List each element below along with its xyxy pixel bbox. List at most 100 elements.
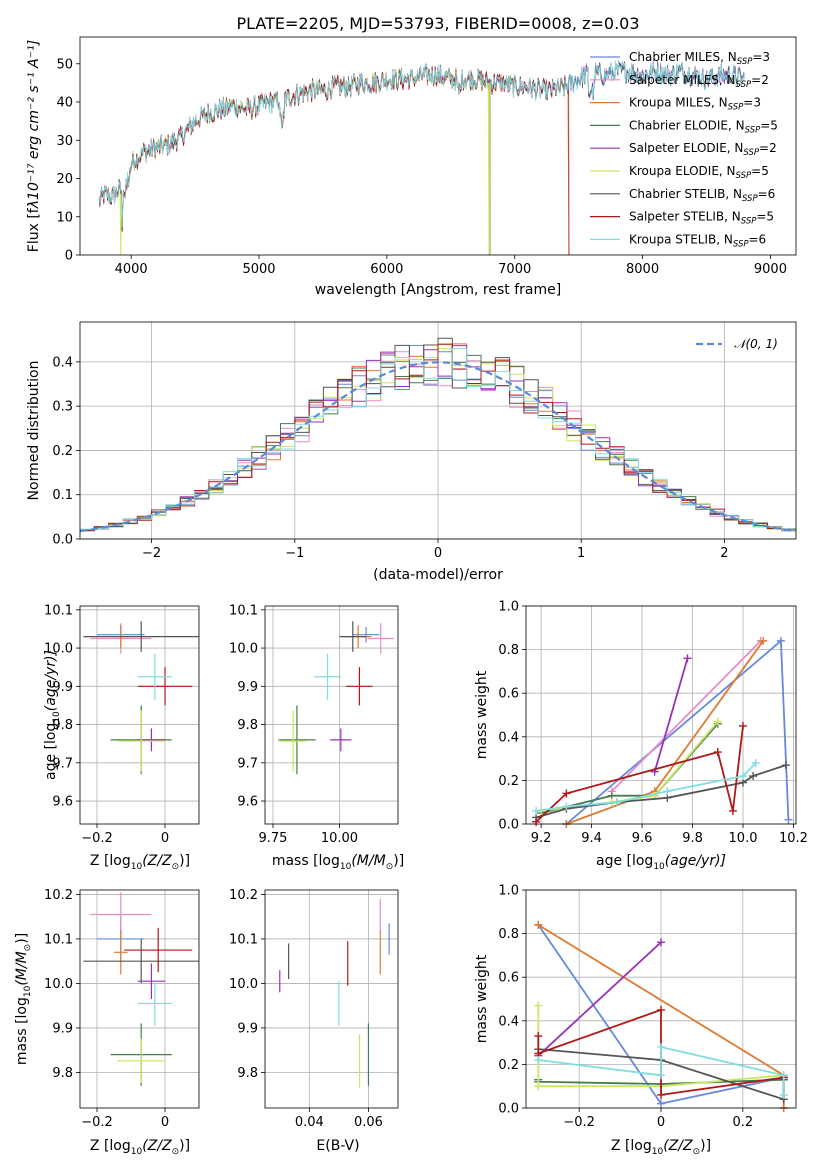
weight-lines: [532, 636, 793, 828]
y-tick-label: 0.6: [498, 687, 519, 702]
y-tick-label: 10.2: [44, 888, 73, 903]
y-tick-label: 9.8: [237, 718, 258, 733]
weight-marker: [657, 1071, 665, 1080]
x-tick-label: 8000: [626, 262, 659, 277]
errorbars: [279, 898, 390, 1088]
legend-label: Salpeter ELODIE, NSSP=2: [629, 141, 777, 158]
y-tick-label: 0.0: [498, 818, 519, 833]
y-tick-label: 0.2: [52, 444, 73, 459]
weight-marker: [657, 1005, 665, 1014]
x-tick-label: 9.2: [531, 831, 552, 846]
mass-vs-ebv-panel: 0.04 0.06 9.8 9.9 10.0 10.1 10.2 E(B-V): [229, 888, 399, 1154]
x-tick-label: 9.6: [632, 831, 653, 846]
histogram-kroupa-stelib: [80, 348, 796, 532]
x-tick-label: 9.4: [581, 831, 602, 846]
y-tick-label: 40: [56, 96, 73, 111]
y-tick-label: 9.9: [237, 1021, 258, 1036]
y-axis-label: mass [log10(M/M⊙)]: [14, 933, 33, 1065]
weight-vs-age-panel: 9.2 9.4 9.6 9.8 10.0 10.2 0.0 0.2 0.4 0.6 0.8 1.0 ag…: [474, 600, 808, 873]
histogram-bars: [80, 337, 796, 534]
legend-label: 𝒩(0, 1): [734, 337, 778, 351]
y-tick-label: 0.4: [498, 730, 519, 745]
axes-frame: [525, 889, 797, 1109]
weight-marker: [657, 1090, 665, 1099]
x-tick-label: −0.2: [81, 831, 113, 846]
y-tick-label: 9.8: [52, 718, 73, 733]
axes-frame: [79, 321, 797, 540]
y-axis-label: age [log10(age/yr)]: [43, 650, 62, 780]
weight-marker: [532, 817, 541, 826]
weight-marker: [612, 798, 621, 807]
spectrum-lines: [98, 60, 745, 255]
x-axis-label: age [log10(age/yr)]: [596, 853, 726, 872]
spectrum-line-kroupa-miles: [98, 62, 570, 255]
y-tick-label: 9.8: [52, 1066, 73, 1081]
y-tick-label: 9.7: [52, 756, 73, 771]
x-tick-label: 9000: [754, 262, 787, 277]
weight-marker: [713, 717, 722, 726]
weight-line-salpeter-miles: [611, 640, 762, 792]
axes-frame: [264, 605, 399, 825]
chart-title: PLATE=2205, MJD=53793, FIBERID=0008, z=0…: [236, 14, 639, 33]
x-tick-label: 7000: [498, 262, 531, 277]
x-axis-label: (data-model)/error: [373, 567, 503, 583]
legend: Chabrier MILES, NSSP=3 Salpeter MILES, NS…: [590, 50, 778, 249]
weight-marker: [534, 1032, 543, 1041]
weight-marker: [534, 1001, 543, 1010]
y-tick-label: 10.0: [44, 977, 73, 992]
legend-label: Kroupa ELODIE, NSSP=5: [629, 164, 769, 181]
x-tick-label: 1: [577, 546, 585, 561]
y-tick-label: 0.4: [52, 355, 73, 370]
spectrum-line-salpeter-stelib: [98, 65, 570, 255]
x-tick-label: 0: [434, 546, 442, 561]
legend-label: Kroupa MILES, NSSP=3: [629, 96, 761, 113]
errorbars: [278, 621, 395, 775]
weight-line-kroupa-elodie: [540, 720, 719, 812]
x-tick-label: 6000: [370, 262, 403, 277]
y-tick-label: 0.8: [498, 927, 519, 942]
x-axis-label: E(B-V): [316, 1138, 359, 1154]
x-tick-label: 2: [720, 546, 728, 561]
weight-marker: [683, 654, 692, 663]
weight-marker: [713, 748, 722, 757]
mass-vs-z-panel: −0.2 0 9.8 9.9 10.0 10.1 10.2 Z [log10(Z/Z⊙)] ma…: [14, 888, 200, 1157]
x-tick-label: 0.2: [732, 1115, 753, 1130]
legend-label: Chabrier ELODIE, NSSP=5: [629, 118, 778, 135]
legend-label: Chabrier STELIB, NSSP=6: [629, 187, 775, 204]
y-tick-label: 9.7: [237, 756, 258, 771]
y-tick-label: 10.1: [44, 603, 73, 618]
weight-marker: [751, 758, 760, 767]
age-vs-z-panel: −0.2 0 9.6 9.7 9.8 9.9 10.0 10.1 Z [log10(Z/Z⊙)]…: [43, 603, 200, 872]
weight-marker: [534, 920, 543, 929]
y-tick-label: 10.0: [229, 977, 258, 992]
y-tick-label: 10.0: [229, 642, 258, 657]
y-tick-label: 10.0: [44, 642, 73, 657]
y-axis-label: Normed distribution: [26, 361, 42, 501]
y-tick-label: 9.9: [52, 680, 73, 695]
weight-marker: [657, 1099, 665, 1108]
y-tick-label: 50: [56, 57, 73, 72]
x-tick-label: 10.2: [779, 831, 808, 846]
y-tick-label: 30: [56, 134, 73, 149]
y-tick-label: 10.1: [44, 932, 73, 947]
weight-marker: [776, 636, 785, 645]
weight-marker: [779, 1071, 788, 1080]
y-tick-label: 9.8: [237, 1066, 258, 1081]
y-tick-label: 0.6: [498, 971, 519, 986]
x-tick-label: 9.8: [682, 831, 703, 846]
weight-line-salpeter-elodie: [537, 941, 662, 1057]
weight-marker: [532, 806, 541, 815]
y-axis-label: mass weight: [474, 670, 490, 759]
x-tick-label: 0: [161, 831, 169, 846]
y-tick-label: 10.2: [229, 888, 258, 903]
x-tick-label: −0.2: [563, 1115, 595, 1130]
legend-label: Salpeter MILES, NSSP=2: [629, 73, 769, 90]
weight-line-kroupa-stelib: [535, 762, 757, 812]
y-tick-label: 10: [56, 210, 73, 225]
y-tick-label: 9.9: [237, 680, 258, 695]
x-axis-label: wavelength [Angstrom, rest frame]: [315, 282, 561, 298]
y-tick-label: 10.1: [229, 932, 258, 947]
x-axis-label: Z [log10(Z/Z⊙)]: [90, 1138, 190, 1157]
spectrum-line-kroupa-stelib: [98, 60, 745, 228]
